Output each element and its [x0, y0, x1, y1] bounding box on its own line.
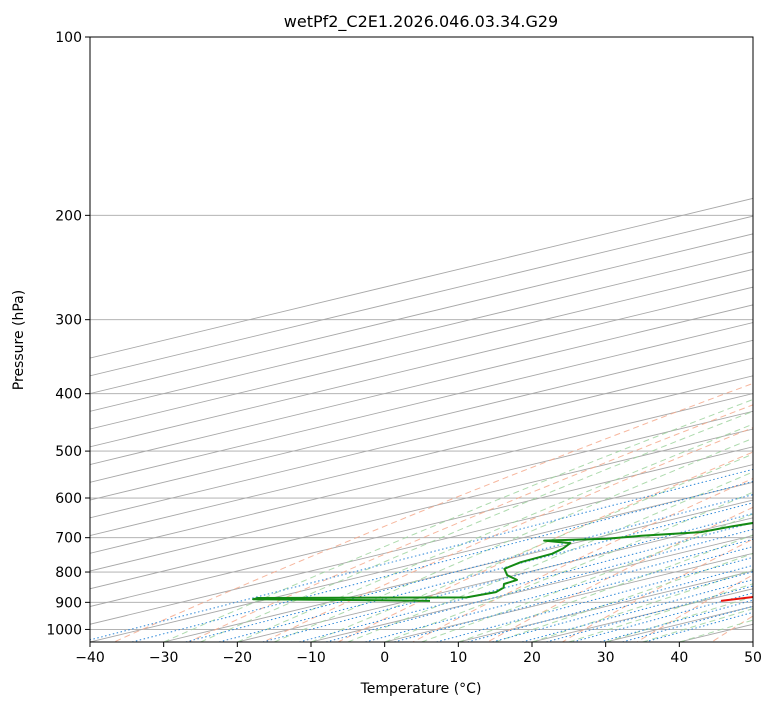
x-tick-label: −30 — [149, 650, 179, 666]
y-tick-label: 1000 — [46, 622, 82, 638]
profile-lines — [252, 521, 753, 602]
moist-adiabat — [495, 552, 753, 642]
x-tick-label: 30 — [597, 650, 615, 666]
mixing-ratio-line — [185, 494, 753, 642]
isotherm-line — [90, 197, 753, 359]
mixing-ratio-line — [90, 468, 753, 641]
dry-adiabat — [188, 404, 753, 642]
mixing-ratio-line — [299, 522, 753, 642]
isotherm-line — [90, 286, 753, 448]
x-tick-label: 50 — [744, 650, 762, 666]
isotherm-line — [90, 233, 753, 395]
isotherm-line — [90, 464, 753, 625]
x-tick-label: 40 — [670, 650, 688, 666]
dry-adiabat — [711, 615, 753, 642]
y-tick-label: 800 — [55, 565, 82, 581]
isotherm-line — [752, 641, 753, 642]
x-tick-label: 10 — [449, 650, 467, 666]
moist-adiabat — [568, 583, 753, 642]
isotherm-line — [90, 268, 753, 430]
mixing-ratio-line — [365, 538, 753, 642]
moist-adiabat — [458, 534, 753, 642]
isotherm-line — [90, 322, 753, 483]
x-tick-label: −10 — [296, 650, 326, 666]
isotherm-line — [605, 606, 753, 642]
y-axis-label: Pressure (hPa) — [11, 290, 27, 390]
y-tick-label: 100 — [55, 30, 82, 46]
moist-adiabat — [421, 513, 753, 642]
isotherm-line — [90, 446, 753, 607]
mixing-ratio-line — [394, 546, 753, 642]
moist-adiabat — [274, 437, 753, 642]
dry-adiabat — [487, 506, 753, 642]
moist-adiabat — [310, 453, 753, 642]
isotherm-line — [90, 393, 753, 554]
moist-adiabat — [531, 569, 753, 642]
background-lines — [90, 37, 753, 642]
y-tick-label: 700 — [55, 531, 82, 547]
x-tick-label: −40 — [75, 650, 105, 666]
y-tick-label: 500 — [55, 444, 82, 460]
moist-adiabat — [347, 471, 753, 642]
isotherm-line — [163, 499, 753, 642]
y-tick-label: 400 — [55, 387, 82, 403]
isotherm-line — [458, 570, 753, 642]
plot-frame — [89, 36, 754, 643]
isotherm-line — [90, 215, 753, 377]
y-tick-label: 900 — [55, 595, 82, 611]
dry-adiabat — [412, 477, 753, 642]
mixing-ratio-line — [645, 611, 753, 642]
mixing-ratio-line — [622, 605, 753, 642]
chart-title: wetPf2_C2E1.2026.046.03.34.G29 — [284, 12, 558, 32]
isotherm-line — [237, 517, 753, 642]
x-tick-label: 0 — [380, 650, 389, 666]
dry-adiabat — [263, 427, 753, 642]
isotherm-line — [384, 552, 753, 642]
x-axis: −40 −30 −20 −10 0 10 20 30 40 50 — [75, 642, 762, 666]
isotherm-line — [90, 304, 753, 466]
mixing-ratio-line — [262, 513, 753, 642]
moist-adiabat — [679, 619, 753, 642]
isotherm-line — [679, 623, 753, 642]
mixing-ratio-line — [599, 599, 753, 642]
isotherm-line — [310, 535, 753, 642]
y-tick-label: 600 — [55, 491, 82, 507]
x-tick-label: 20 — [523, 650, 541, 666]
y-axis: 100 200 300 400 500 600 700 800 900 1000 — [46, 30, 90, 638]
isotherm-line — [90, 428, 753, 590]
x-tick-label: −20 — [223, 650, 253, 666]
isotherm-line — [90, 251, 753, 412]
isotherm-line — [90, 410, 753, 572]
dewpoint-profile — [252, 521, 753, 602]
y-tick-label: 200 — [55, 208, 82, 224]
dry-adiabat — [113, 382, 753, 642]
moist-adiabat — [384, 491, 753, 642]
dry-adiabat — [562, 538, 753, 642]
mixing-ratio-line — [572, 592, 753, 642]
isotherm-line — [90, 481, 753, 642]
y-tick-label: 300 — [55, 313, 82, 329]
temperature-profile — [720, 595, 753, 602]
moist-adiabat — [605, 596, 753, 642]
x-axis-label: Temperature (°C) — [360, 681, 482, 697]
